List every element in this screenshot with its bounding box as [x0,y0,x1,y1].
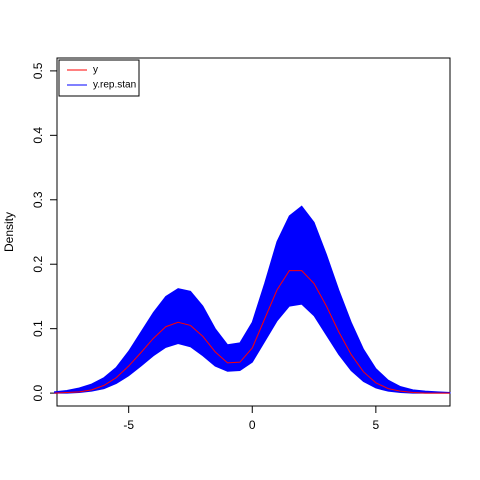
y-tick-label: 0.1 [31,320,45,337]
x-tick-label: 0 [249,418,256,432]
y-tick-label: 0.2 [31,256,45,273]
observed-line [54,270,450,394]
y-tick-label: 0.5 [31,62,45,79]
legend-label: y.rep.stan [93,80,136,91]
legend-label: y [93,65,98,76]
x-tick-label: -5 [123,418,134,432]
y-axis-label: Density [2,212,16,252]
legend-box [58,59,140,97]
y-tick-label: 0.0 [31,384,45,401]
y-tick-label: 0.3 [31,191,45,208]
replicate-band [54,205,451,394]
y-tick-label: 0.4 [31,127,45,144]
x-tick-label: 5 [373,418,380,432]
plot-frame [56,57,451,407]
